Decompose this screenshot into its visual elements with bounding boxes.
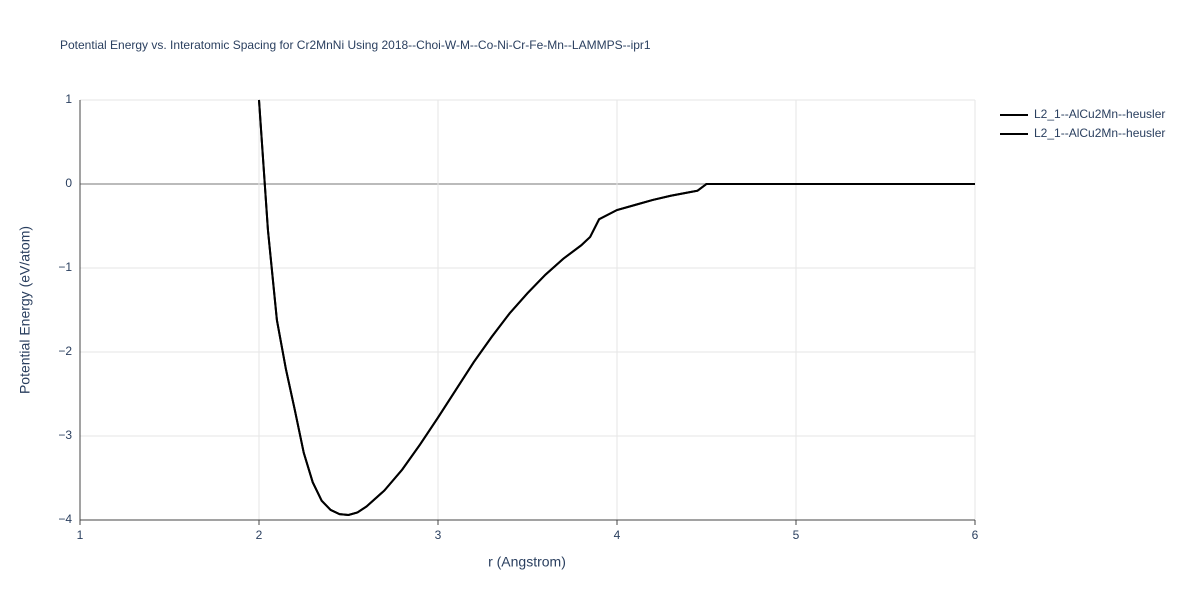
y-axis-title: Potential Energy (eV/atom) — [17, 226, 33, 394]
x-tick-label: 1 — [77, 528, 84, 542]
y-tick-label: 0 — [65, 176, 72, 190]
x-tick-label: 3 — [435, 528, 442, 542]
y-tick-label: −1 — [58, 260, 72, 274]
x-tick-label: 5 — [793, 528, 800, 542]
y-tick-label: 1 — [65, 92, 72, 106]
x-tick-label: 4 — [614, 528, 621, 542]
y-tick-label: −3 — [58, 428, 72, 442]
line-series — [258, 99, 975, 516]
chart-title: Potential Energy vs. Interatomic Spacing… — [60, 38, 651, 52]
legend-label: L2_1--AlCu2Mn--heusler — [1034, 107, 1165, 121]
x-tick-label: 6 — [972, 528, 979, 542]
y-tick-label: −2 — [58, 344, 72, 358]
legend-label: L2_1--AlCu2Mn--heusler — [1034, 126, 1165, 140]
x-tick-label: 2 — [256, 528, 263, 542]
y-tick-label: −4 — [58, 512, 72, 526]
x-axis-title: r (Angstrom) — [488, 554, 566, 570]
